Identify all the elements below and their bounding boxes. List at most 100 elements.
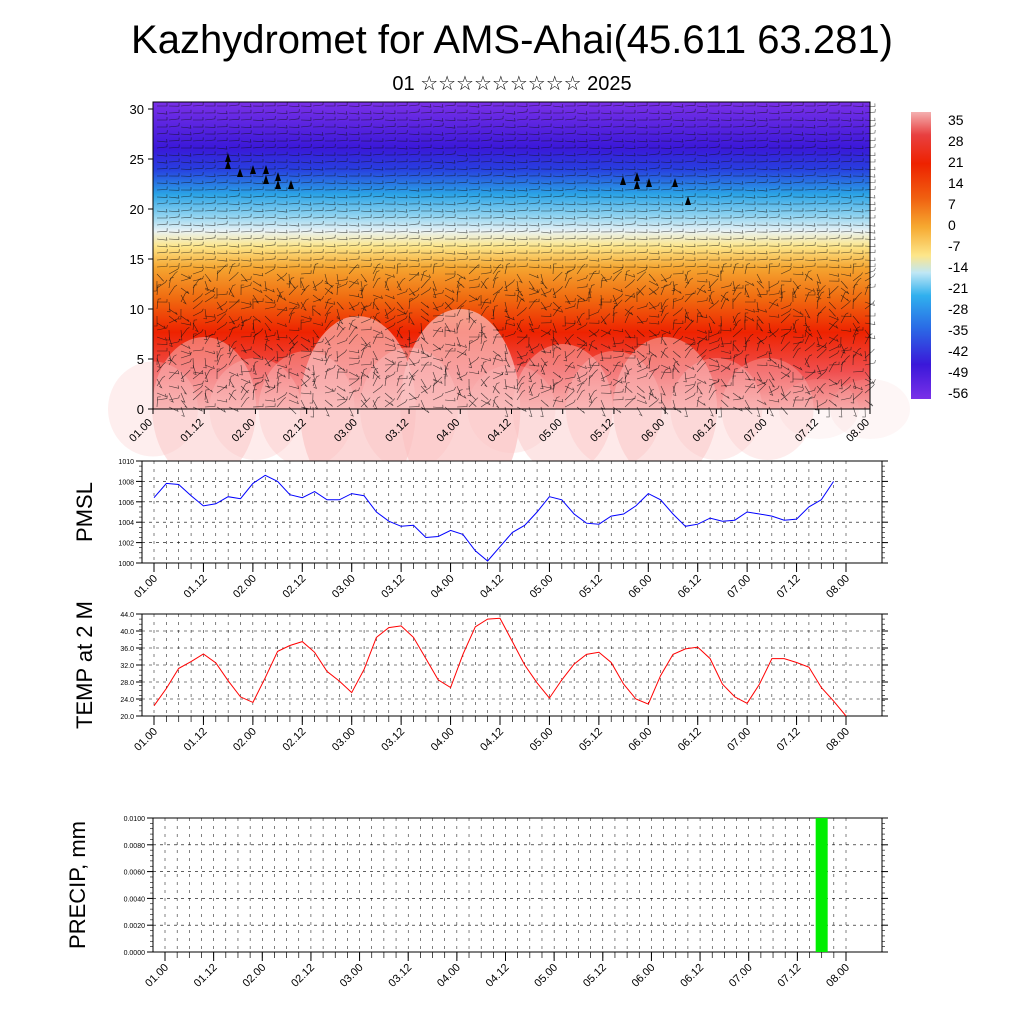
wind-barb (408, 293, 420, 303)
wind-barb (276, 151, 288, 156)
wind-barb (814, 399, 819, 411)
wind-barb (840, 215, 852, 219)
wind-barb (804, 117, 816, 122)
wind-barb (384, 265, 396, 269)
wind-barb (372, 315, 381, 323)
wind-barb (444, 186, 456, 191)
wind-barb (696, 396, 702, 408)
wind-barb (456, 130, 468, 135)
wind-barb (540, 361, 548, 373)
wind-pennant (225, 153, 231, 162)
wind-barb (588, 362, 600, 367)
wind-barb (828, 334, 839, 345)
wind-barb (264, 384, 276, 389)
wind-barb (204, 234, 216, 240)
wind-barb (228, 187, 240, 192)
wind-barb (288, 223, 300, 227)
wind-barb (612, 328, 624, 333)
wind-barb (192, 267, 204, 275)
wind-barb (253, 124, 264, 128)
wind-barb (300, 202, 312, 206)
wind-barb (216, 368, 221, 380)
wind-barb (768, 399, 780, 403)
wind-barb (312, 172, 324, 177)
wind-barb (756, 383, 767, 394)
wind-barb (336, 368, 342, 380)
wind-barb (816, 158, 828, 163)
wind-barb (336, 326, 346, 338)
wind-barb (563, 350, 567, 362)
wind-barb (324, 214, 336, 219)
wind-barb (828, 285, 839, 296)
wind-barb (684, 257, 696, 261)
wind-barb (300, 249, 312, 254)
wind-barb (708, 236, 720, 240)
wind-barb (480, 179, 492, 184)
wind-barb (468, 294, 478, 301)
wind-barb (276, 172, 288, 177)
wind-barb (864, 273, 876, 282)
wind-barb (216, 291, 228, 296)
wind-barb (384, 362, 395, 373)
wind-barb (228, 257, 240, 261)
wind-barb (444, 166, 456, 170)
wind-barb (853, 215, 864, 219)
wind-barb (587, 357, 591, 369)
wind-barb (456, 109, 468, 114)
wind-barb (804, 194, 816, 199)
wind-barb (744, 110, 756, 115)
wind-barb (384, 208, 396, 212)
wind-barb (192, 171, 204, 177)
wind-barb (156, 378, 163, 389)
wind-barb (240, 221, 252, 226)
wind-barb (384, 371, 396, 380)
wind-barb (372, 301, 380, 311)
wind-barb (408, 357, 416, 367)
wind-barb (552, 322, 557, 333)
wind-barb (840, 137, 852, 142)
wind-barb (660, 130, 672, 135)
wind-barb (432, 312, 444, 317)
wind-barb (228, 143, 240, 149)
wind-barb (420, 109, 432, 114)
wind-barb (156, 341, 168, 345)
wind-barb (660, 194, 672, 199)
wind-barb (852, 406, 857, 417)
wind-barb (624, 123, 636, 128)
wind-barb (228, 201, 240, 205)
wind-barb (696, 355, 706, 366)
wind-barb (252, 227, 264, 233)
wind-barb (324, 143, 336, 149)
y-tick-label: 0.0040 (124, 896, 146, 903)
wind-barb (720, 117, 732, 121)
wind-barb (588, 180, 600, 184)
wind-barb (216, 208, 228, 212)
wind-barb (528, 406, 533, 418)
wind-barb (492, 221, 504, 226)
wind-barb (408, 272, 419, 282)
wind-barb (732, 138, 744, 142)
wind-barb (660, 110, 672, 115)
wind-barb (372, 364, 379, 374)
wind-barb (600, 273, 608, 283)
wind-barb (622, 371, 626, 383)
wind-barb (792, 341, 802, 352)
wind-barb (720, 340, 732, 345)
wind-barb (479, 322, 483, 334)
wind-barb (360, 116, 372, 121)
wind-barb (576, 378, 588, 387)
wind-barb (168, 370, 180, 375)
wind-barb (540, 329, 551, 336)
wind-barb (588, 258, 600, 262)
wind-barb (828, 144, 840, 149)
wind-barb (456, 291, 461, 303)
wind-barb (528, 109, 540, 114)
wind-barb (540, 123, 552, 128)
wind-barb (792, 187, 804, 191)
wind-barb (325, 138, 336, 142)
wind-barb (360, 214, 372, 219)
wind-barb (396, 375, 403, 387)
wind-barb (156, 180, 168, 184)
wind-barb (372, 208, 384, 213)
wind-barb (648, 314, 660, 318)
